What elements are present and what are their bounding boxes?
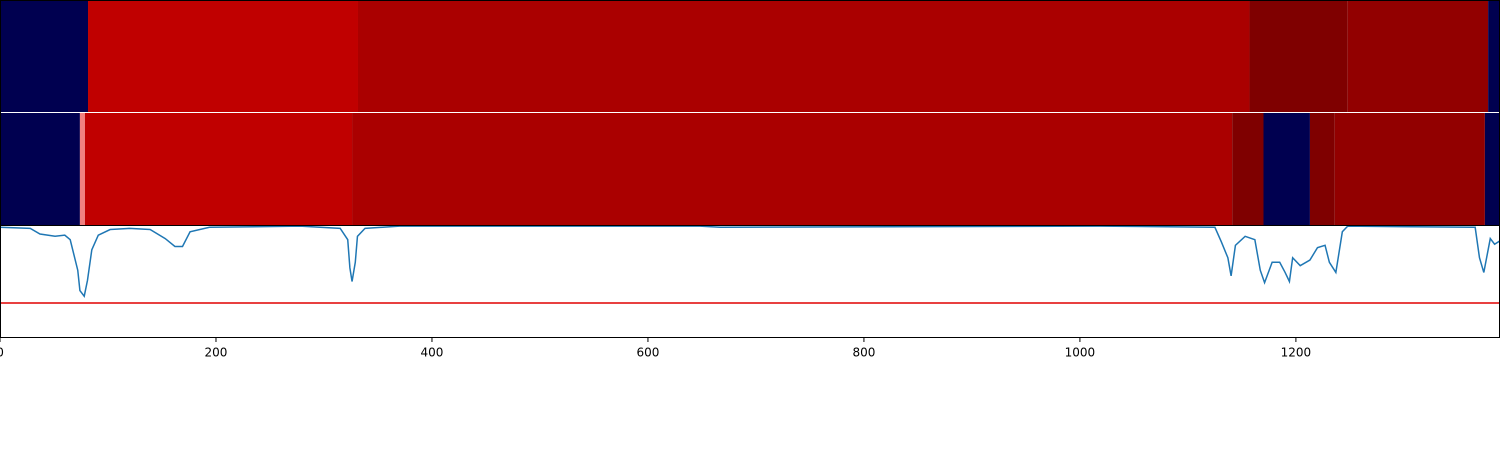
x-tick-label: 200	[205, 346, 228, 360]
segment	[0, 113, 80, 225]
x-tick-label: 1200	[1281, 346, 1312, 360]
segment	[357, 0, 1250, 112]
segment	[0, 0, 89, 112]
segment	[1232, 113, 1264, 225]
x-tick-label: 600	[636, 346, 659, 360]
segment	[1347, 0, 1489, 112]
segment	[1263, 113, 1310, 225]
segment	[88, 0, 358, 112]
segment	[84, 113, 353, 225]
x-tick-label: 400	[421, 346, 444, 360]
segment	[79, 113, 85, 225]
x-tick-label: 800	[852, 346, 875, 360]
segment	[1488, 0, 1500, 112]
x-tick-label: 1000	[1065, 346, 1096, 360]
segment	[352, 113, 1233, 225]
segment	[1484, 113, 1500, 225]
segment	[1309, 113, 1335, 225]
segment	[1249, 0, 1348, 112]
score-line	[0, 225, 1500, 298]
x-tick-label: 0	[0, 346, 4, 360]
segment	[1334, 113, 1485, 225]
